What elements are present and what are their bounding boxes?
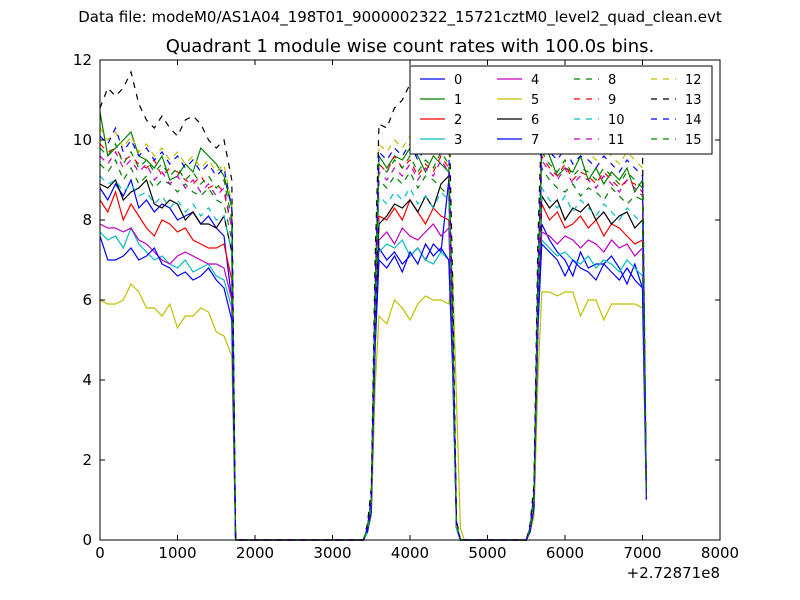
ticks-layer: 0 1000 2000 3000 4000 5000 6000 7000 80000246810… bbox=[73, 51, 739, 562]
series-line-6 bbox=[99, 174, 647, 541]
suptitle: Data file: modeM0/AS1A04_198T01_90000023… bbox=[78, 8, 722, 26]
y-tick-label-6: 6 bbox=[82, 291, 92, 309]
y-tick-label-10: 10 bbox=[73, 131, 92, 149]
legend-label-1: 1 bbox=[454, 93, 462, 108]
chart-title: Quadrant 1 module wise count rates with … bbox=[165, 36, 655, 57]
legend-label-11: 11 bbox=[608, 133, 625, 148]
legend-label-8: 8 bbox=[608, 73, 616, 88]
legend-box bbox=[409, 65, 713, 155]
x-tick-label-2000: 2000 bbox=[236, 544, 274, 562]
x-offset-label: +2.72871e8 bbox=[627, 564, 720, 582]
x-tick-label-8000: 8000 bbox=[701, 544, 739, 562]
x-tick-label-3000: 3000 bbox=[313, 544, 351, 562]
series-line-2 bbox=[99, 190, 647, 541]
legend-label-14: 14 bbox=[685, 113, 702, 128]
series-line-5 bbox=[99, 271, 647, 541]
y-tick-label-0: 0 bbox=[82, 531, 92, 549]
y-tick-label-4: 4 bbox=[82, 371, 92, 389]
x-tick-label-0: 0 bbox=[95, 544, 105, 562]
x-tick-label-6000: 6000 bbox=[546, 544, 584, 562]
series-line-15 bbox=[99, 142, 647, 541]
series-line-14 bbox=[99, 126, 647, 541]
legend-label-9: 9 bbox=[608, 93, 616, 108]
y-tick-label-8: 8 bbox=[82, 211, 92, 229]
legend-label-13: 13 bbox=[685, 93, 702, 108]
series-line-7 bbox=[99, 235, 647, 541]
series-line-4 bbox=[99, 223, 647, 541]
series-line-3 bbox=[99, 226, 647, 541]
series-line-8 bbox=[99, 158, 647, 541]
legend-label-6: 6 bbox=[531, 113, 539, 128]
x-tick-label-4000: 4000 bbox=[391, 544, 429, 562]
series-line-10 bbox=[99, 175, 647, 541]
x-tick-label-5000: 5000 bbox=[468, 544, 506, 562]
series-line-0 bbox=[99, 178, 647, 541]
legend-label-15: 15 bbox=[685, 133, 702, 148]
x-tick-label-1000: 1000 bbox=[158, 544, 196, 562]
x-tick-label-7000: 7000 bbox=[623, 544, 661, 562]
y-tick-label-2: 2 bbox=[82, 451, 92, 469]
legend-label-10: 10 bbox=[608, 113, 625, 128]
legend-label-5: 5 bbox=[531, 93, 539, 108]
legend-label-0: 0 bbox=[454, 73, 462, 88]
legend-label-3: 3 bbox=[454, 133, 462, 148]
y-tick-label-12: 12 bbox=[73, 51, 92, 69]
legend-label-7: 7 bbox=[531, 133, 539, 148]
series-line-9 bbox=[99, 143, 647, 541]
series-line-13 bbox=[99, 70, 647, 541]
legend-label-12: 12 bbox=[685, 73, 702, 88]
legend-label-4: 4 bbox=[531, 73, 539, 88]
legend-label-2: 2 bbox=[454, 113, 462, 128]
